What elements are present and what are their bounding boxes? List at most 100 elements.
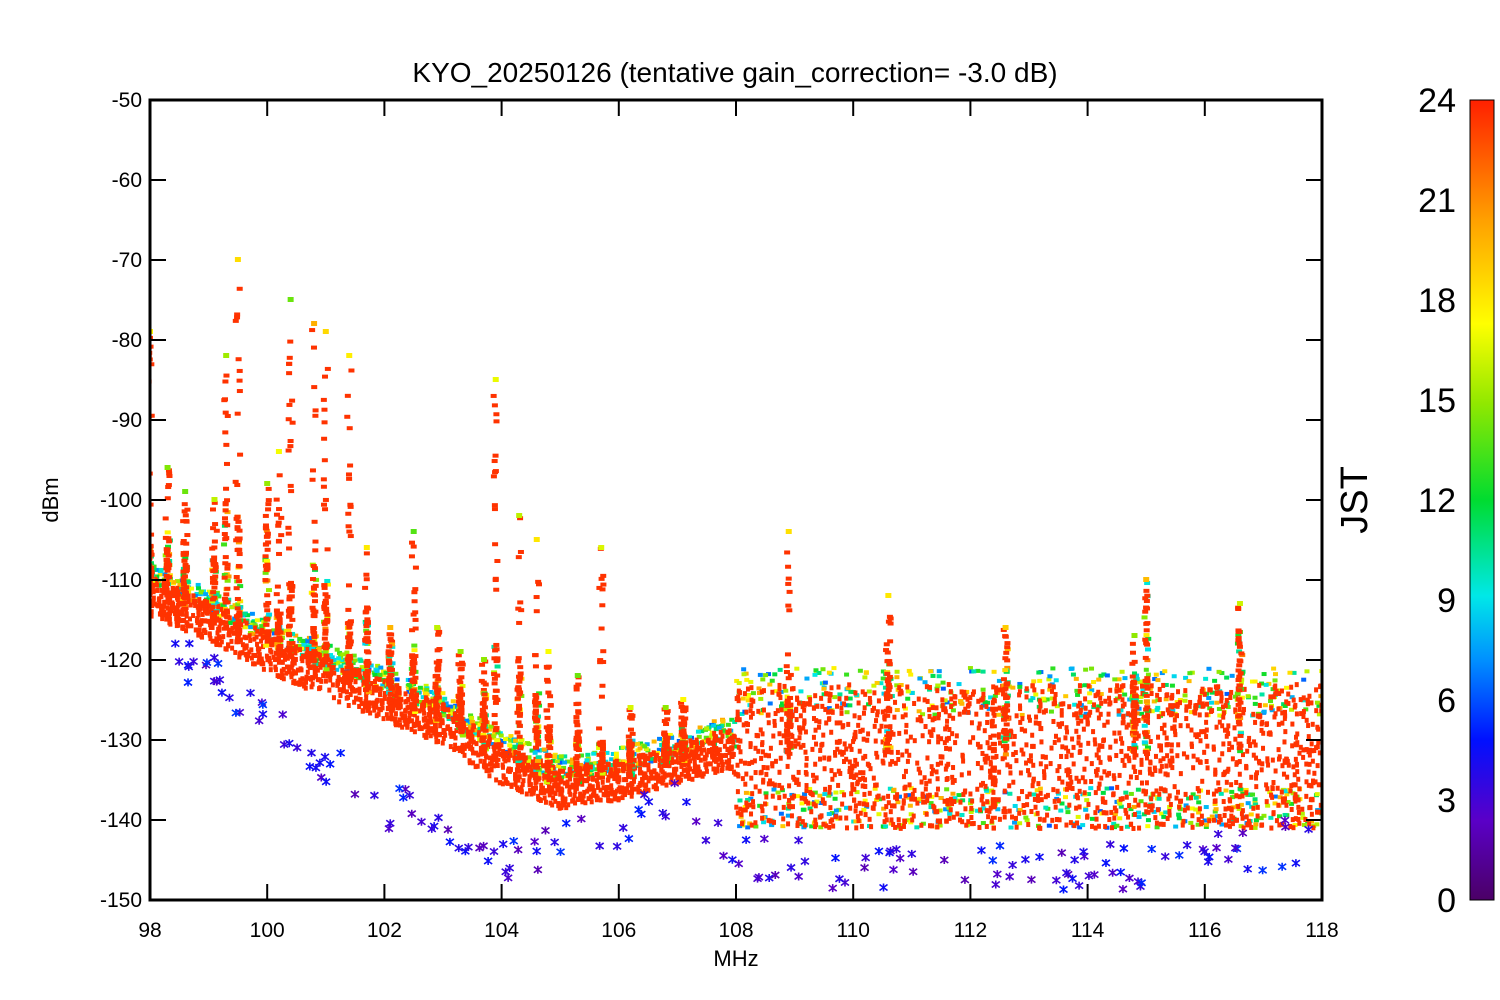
- data-point: [1112, 805, 1117, 811]
- data-point: [586, 776, 591, 782]
- data-point: [862, 791, 867, 797]
- data-point: [745, 686, 750, 692]
- data-point: [589, 786, 594, 792]
- data-point: [491, 734, 497, 739]
- data-point: [927, 823, 932, 829]
- data-point: [1209, 814, 1215, 819]
- data-point: [1216, 669, 1222, 674]
- data-point: [1226, 731, 1231, 737]
- data-point: [336, 656, 342, 661]
- data-point: [759, 755, 764, 761]
- data-point: [1024, 760, 1029, 766]
- data-point: [274, 642, 281, 647]
- data-point: [947, 815, 952, 821]
- data-point: [524, 791, 529, 797]
- data-point: [234, 411, 241, 416]
- data-point: [924, 684, 929, 690]
- data-point: [1188, 820, 1194, 825]
- data-point: [944, 818, 949, 824]
- data-point: [157, 611, 162, 617]
- data-point: [895, 749, 900, 755]
- data-point: [760, 677, 766, 682]
- data-point: [1022, 809, 1027, 815]
- data-point: [1036, 670, 1042, 675]
- data-point: [1161, 711, 1166, 717]
- data-point: [181, 574, 188, 579]
- data-point: [1257, 702, 1262, 708]
- data-point: [927, 684, 932, 690]
- data-point: [744, 800, 749, 806]
- data-point: [1214, 690, 1219, 696]
- data-point: [290, 631, 296, 636]
- data-point: [556, 782, 561, 788]
- data-point: [872, 723, 877, 729]
- data-point: [163, 557, 170, 562]
- data-point: [1082, 683, 1088, 688]
- data-point: [749, 703, 754, 709]
- data-point: [769, 678, 775, 683]
- data-point: [738, 690, 743, 696]
- data-point: [936, 734, 941, 740]
- data-point: [896, 794, 902, 799]
- data-point: [966, 709, 971, 715]
- data-point: [675, 775, 680, 781]
- data-point: [1224, 779, 1229, 785]
- data-point: [849, 769, 854, 775]
- data-point: [996, 797, 1001, 803]
- data-point: [676, 779, 681, 785]
- data-point: [1136, 815, 1142, 820]
- data-point: [778, 740, 783, 746]
- data-point: [188, 602, 193, 608]
- data-point: [739, 812, 744, 818]
- plot-area: [150, 257, 1322, 894]
- peak-top-point: [223, 353, 230, 358]
- data-point: [1252, 701, 1258, 706]
- data-point: [180, 539, 187, 544]
- data-point: [1017, 807, 1023, 812]
- data-point: [863, 753, 868, 759]
- data-point: [669, 777, 674, 783]
- data-point: [515, 787, 520, 793]
- data-point: [975, 760, 980, 766]
- data-point: [983, 783, 988, 789]
- data-point: [1220, 723, 1225, 729]
- data-point: [1260, 761, 1265, 767]
- data-point: [329, 671, 334, 677]
- data-point: [350, 688, 355, 694]
- data-point: [448, 729, 453, 735]
- data-point: [1314, 687, 1319, 693]
- data-point: [234, 482, 241, 487]
- data-point: [1064, 786, 1069, 792]
- data-point: [1085, 814, 1090, 820]
- data-point: [696, 764, 701, 770]
- data-point: [183, 579, 190, 584]
- data-point: [1024, 694, 1029, 700]
- data-point: [1185, 723, 1190, 729]
- data-point: [636, 784, 641, 790]
- data-point: [1307, 821, 1312, 827]
- data-point: [1193, 795, 1199, 800]
- data-point: [1043, 794, 1048, 800]
- data-point: [909, 796, 914, 802]
- data-point: [1261, 672, 1267, 677]
- data-point: [673, 745, 678, 751]
- data-point: [248, 624, 254, 629]
- data-point: [1126, 780, 1131, 786]
- data-point: [612, 761, 617, 767]
- data-point: [1080, 823, 1086, 828]
- data-point: [1074, 793, 1079, 799]
- data-point: [1021, 751, 1026, 757]
- data-point: [477, 726, 483, 731]
- data-point: [261, 666, 266, 672]
- data-point: [963, 693, 968, 699]
- data-point: [209, 507, 216, 512]
- data-point: [968, 695, 973, 701]
- data-point: [667, 772, 672, 778]
- data-point: [210, 526, 217, 531]
- data-point: [831, 823, 836, 829]
- data-point: [598, 787, 603, 793]
- data-point: [181, 588, 188, 593]
- data-point: [371, 685, 376, 691]
- data-point: [903, 729, 908, 735]
- data-point: [1214, 700, 1220, 705]
